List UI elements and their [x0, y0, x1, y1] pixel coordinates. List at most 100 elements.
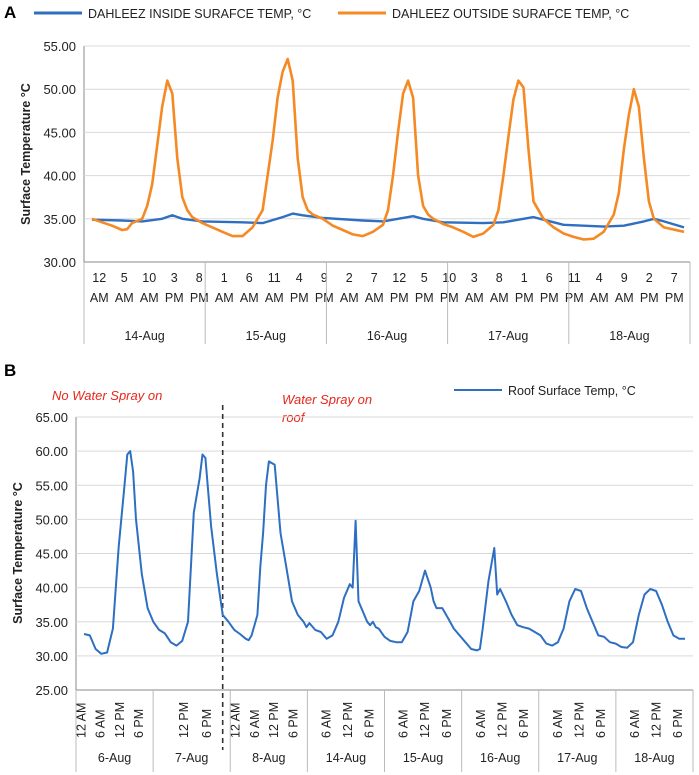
x-tick-ampm: AM: [615, 291, 634, 305]
panel-b-gridlines: [76, 416, 693, 657]
x-tick-hour: 3: [171, 271, 178, 285]
y-tick-label: 30.00: [43, 255, 76, 270]
panel-b-day-labels: 6-Aug 7-Aug 8-Aug 14-Aug 15-Aug 16-Aug 17-Aug 1…: [75, 690, 694, 772]
annotation-no-spray: No Water Spray on: [52, 388, 162, 403]
day-label: 6-Aug: [98, 751, 131, 765]
legend-label-outside: DAHLEEZ OUTSIDE SURAFCE TEMP, °C: [392, 7, 629, 21]
panel-a-day-labels: 14-Aug 15-Aug 16-Aug 17-Aug 18-Aug: [83, 262, 691, 344]
x-tick-label: 12 PM: [177, 702, 191, 738]
x-tick-label: 6 PM: [200, 709, 214, 738]
y-tick-label: 35.00: [43, 212, 76, 227]
x-tick-label: 6 PM: [132, 709, 146, 738]
panel-a: A DAHLEEZ INSIDE SURAFCE TEMP, °C DAHLEE…: [4, 3, 691, 344]
x-tick-label: 6 AM: [628, 710, 642, 739]
x-tick-label: 6 PM: [594, 709, 608, 738]
x-tick-hour: 5: [421, 271, 428, 285]
panel-b-y-ticks: 25.00 30.00 35.00 40.00 45.00 50.00 55.00 60.00…: [35, 410, 68, 698]
x-tick-ampm: AM: [340, 291, 359, 305]
day-label: 18-Aug: [634, 751, 674, 765]
x-tick-hour: 6: [546, 271, 553, 285]
x-tick-label: 12 AM: [74, 703, 88, 738]
x-tick-label: 6 AM: [397, 710, 411, 739]
x-tick-hour: 3: [471, 271, 478, 285]
x-tick-hour: 11: [568, 271, 581, 285]
panel-a-x-ticks: 12 AM 5 AM 10 AM 3 PM 8 PM 1 AM 6 AM 11 AM 4 PM 9 PM 2 AM 7 AM 1…: [90, 271, 684, 305]
panel-b-x-ticks: 12 AM 6 AM 12 PM 6 PM 12 PM 6 PM 12 AM 6 AM 12 P…: [74, 702, 685, 738]
x-tick-label: 12 PM: [573, 702, 587, 738]
panel-b: B No Water Spray on Water Spray on roof …: [4, 361, 694, 772]
day-label: 15-Aug: [246, 329, 286, 343]
y-tick-label: 45.00: [43, 125, 76, 140]
y-tick-label: 55.00: [35, 478, 68, 493]
day-label: 17-Aug: [488, 329, 528, 343]
x-tick-ampm: PM: [165, 291, 184, 305]
x-tick-label: 6 AM: [320, 710, 334, 739]
x-tick-hour: 11: [268, 271, 281, 285]
y-tick-label: 50.00: [35, 512, 68, 527]
x-tick-label: 12 PM: [341, 702, 355, 738]
x-tick-ampm: AM: [240, 291, 259, 305]
x-tick-hour: 7: [371, 271, 378, 285]
x-tick-hour: 2: [646, 271, 653, 285]
panel-a-y-axis-title: Surface Temperature °C: [19, 83, 33, 225]
day-label: 8-Aug: [252, 751, 285, 765]
panel-b-series: [83, 450, 685, 655]
day-label: 18-Aug: [609, 329, 649, 343]
y-tick-label: 40.00: [35, 581, 68, 596]
y-tick-label: 25.00: [35, 683, 68, 698]
day-label: 16-Aug: [367, 329, 407, 343]
panel-a-legend: DAHLEEZ INSIDE SURAFCE TEMP, °C DAHLEEZ …: [34, 7, 629, 21]
x-tick-label: 12 PM: [113, 702, 127, 738]
x-tick-ampm: PM: [665, 291, 684, 305]
y-tick-label: 50.00: [43, 82, 76, 97]
x-tick-hour: 4: [596, 271, 603, 285]
legend-label-inside: DAHLEEZ INSIDE SURAFCE TEMP, °C: [88, 7, 311, 21]
x-tick-hour: 1: [521, 271, 528, 285]
x-tick-label: 12 PM: [650, 702, 664, 738]
x-tick-label: 6 AM: [248, 710, 262, 739]
y-tick-label: 40.00: [43, 169, 76, 184]
x-tick-label: 6 PM: [440, 709, 454, 738]
panel-a-series: [91, 57, 685, 241]
outside-temp-line: [91, 57, 685, 241]
y-tick-label: 35.00: [35, 615, 68, 630]
x-tick-ampm: AM: [90, 291, 109, 305]
day-label: 7-Aug: [175, 751, 208, 765]
x-tick-hour: 12: [92, 271, 106, 285]
x-tick-ampm: PM: [390, 291, 409, 305]
roof-temp-line: [83, 450, 685, 655]
day-label: 15-Aug: [403, 751, 443, 765]
x-tick-label: 6 AM: [474, 710, 488, 739]
annotation-spray-line1: Water Spray on: [282, 392, 372, 407]
x-tick-label: 6 PM: [363, 709, 377, 738]
x-tick-ampm: PM: [315, 291, 334, 305]
x-tick-ampm: PM: [290, 291, 309, 305]
x-tick-ampm: AM: [590, 291, 609, 305]
x-tick-ampm: AM: [365, 291, 384, 305]
day-label: 16-Aug: [480, 751, 520, 765]
x-tick-label: 6 PM: [517, 709, 531, 738]
x-tick-hour: 8: [496, 271, 503, 285]
x-tick-hour: 10: [142, 271, 156, 285]
x-tick-ampm: PM: [540, 291, 559, 305]
x-tick-hour: 10: [442, 271, 456, 285]
y-tick-label: 65.00: [35, 410, 68, 425]
x-tick-label: 12 PM: [495, 702, 509, 738]
x-tick-ampm: AM: [465, 291, 484, 305]
x-tick-label: 12 AM: [229, 703, 243, 738]
x-tick-label: 12 PM: [418, 702, 432, 738]
x-tick-ampm: PM: [515, 291, 534, 305]
x-tick-ampm: PM: [640, 291, 659, 305]
panel-b-letter: B: [4, 361, 16, 380]
x-tick-hour: 9: [621, 271, 628, 285]
y-tick-label: 55.00: [43, 39, 76, 54]
x-tick-label: 6 AM: [551, 710, 565, 739]
x-tick-label: 6 PM: [286, 709, 300, 738]
x-tick-hour: 6: [246, 271, 253, 285]
x-tick-ampm: AM: [215, 291, 234, 305]
x-tick-ampm: AM: [115, 291, 134, 305]
x-tick-hour: 9: [321, 271, 328, 285]
x-tick-ampm: AM: [490, 291, 509, 305]
x-tick-ampm: AM: [265, 291, 284, 305]
